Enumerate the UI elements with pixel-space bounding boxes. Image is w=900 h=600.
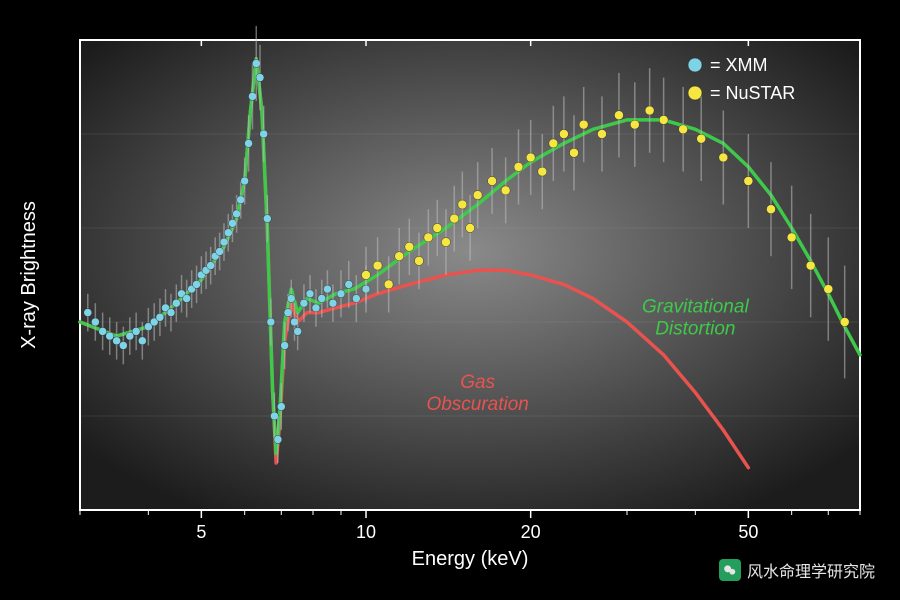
svg-text:= NuSTAR: = NuSTAR — [710, 83, 795, 103]
wechat-icon — [719, 559, 741, 581]
svg-text:20: 20 — [521, 522, 541, 542]
svg-text:5: 5 — [196, 522, 206, 542]
svg-text:Distortion: Distortion — [655, 319, 735, 340]
svg-text:= XMM: = XMM — [710, 55, 768, 75]
svg-text:Gas: Gas — [460, 372, 495, 393]
svg-text:10: 10 — [356, 522, 376, 542]
svg-text:Energy (keV): Energy (keV) — [412, 548, 529, 570]
chart-container: 5 10 20 50 Energy (keV) X-ray Brightness = XMM… — [0, 0, 900, 600]
watermark: 风水命理学研究院 — [719, 558, 875, 582]
svg-text:Gravitational: Gravitational — [642, 297, 749, 318]
svg-text:50: 50 — [738, 522, 758, 542]
watermark-text: 风水命理学研究院 — [747, 558, 875, 582]
svg-text:X-ray Brightness: X-ray Brightness — [18, 201, 40, 349]
xray-spectrum-chart: 5 10 20 50 Energy (keV) X-ray Brightness = XMM… — [0, 0, 900, 600]
svg-text:Obscuration: Obscuration — [426, 394, 528, 415]
